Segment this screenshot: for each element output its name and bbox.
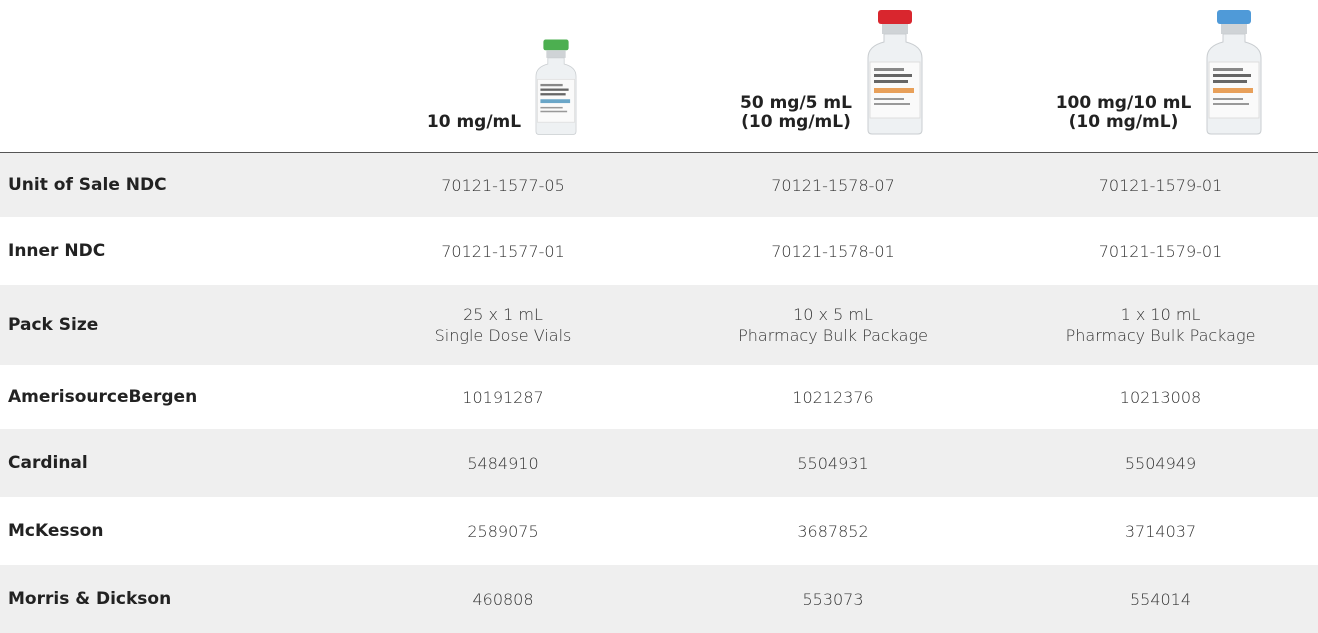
table-cell: 553073 [663, 589, 1003, 610]
row-label: Unit of Sale NDC [0, 175, 343, 195]
cell-line: 10213008 [1003, 387, 1318, 408]
cell-line: 70121-1579-01 [1003, 175, 1318, 196]
cell-line: 5504949 [1003, 453, 1318, 474]
row-label: Pack Size [0, 315, 343, 335]
header-cell: 100 mg/10 mL(10 mg/mL) [1003, 8, 1318, 152]
table-cell: 460808 [343, 589, 663, 610]
table-cell: 70121-1577-05 [343, 175, 663, 196]
cell-line: 70121-1579-01 [1003, 241, 1318, 262]
table-cell: 70121-1578-07 [663, 175, 1003, 196]
vial-image [864, 8, 926, 136]
table-cell: 10212376 [663, 387, 1003, 408]
cell-line: 2589075 [343, 521, 663, 542]
table-cell: 5504931 [663, 453, 1003, 474]
cell-line: 10212376 [663, 387, 1003, 408]
cell-line: 554014 [1003, 589, 1318, 610]
header-line: 10 mg/mL [427, 113, 521, 132]
vial-image [1203, 8, 1265, 136]
cell-line: 70121-1577-01 [343, 241, 663, 262]
cell-line: 3714037 [1003, 521, 1318, 542]
table-cell: 3687852 [663, 521, 1003, 542]
table-cell: 70121-1578-01 [663, 241, 1003, 262]
header-line: (10 mg/mL) [740, 113, 852, 132]
vial-image [533, 38, 579, 136]
cell-line: 3687852 [663, 521, 1003, 542]
cell-line: Pharmacy Bulk Package [1003, 325, 1318, 346]
cell-line: 5484910 [343, 453, 663, 474]
cell-line: 70121-1577-05 [343, 175, 663, 196]
table-cell: 10213008 [1003, 387, 1318, 408]
cell-line: 553073 [663, 589, 1003, 610]
header-text: 100 mg/10 mL(10 mg/mL) [1056, 94, 1192, 136]
header-text: 50 mg/5 mL(10 mg/mL) [740, 94, 852, 136]
row-label: Inner NDC [0, 241, 343, 261]
row-label: Cardinal [0, 453, 343, 473]
table-cell: 5484910 [343, 453, 663, 474]
cell-line: 70121-1578-07 [663, 175, 1003, 196]
row-label: Morris & Dickson [0, 589, 343, 609]
cell-line: 10 x 5 mL [663, 304, 1003, 325]
cell-line: 25 x 1 mL [343, 304, 663, 325]
cell-line: 460808 [343, 589, 663, 610]
product-table: 10 mg/mL 50 mg/5 mL(10 mg/mL) 100 mg/10 … [0, 0, 1318, 633]
header-text: 10 mg/mL [427, 113, 521, 136]
header-row: 10 mg/mL 50 mg/5 mL(10 mg/mL) 100 mg/10 … [0, 0, 1318, 153]
header-line: 50 mg/5 mL [740, 94, 852, 113]
table-cell: 70121-1579-01 [1003, 175, 1318, 196]
table-cell: 2589075 [343, 521, 663, 542]
cell-line: 10191287 [343, 387, 663, 408]
table-cell: 3714037 [1003, 521, 1318, 542]
cell-line: 1 x 10 mL [1003, 304, 1318, 325]
table-cell: 70121-1579-01 [1003, 241, 1318, 262]
cell-line: Single Dose Vials [343, 325, 663, 346]
header-line: 100 mg/10 mL [1056, 94, 1192, 113]
row-label: AmerisourceBergen [0, 387, 343, 407]
cell-line: 70121-1578-01 [663, 241, 1003, 262]
page: 10 mg/mL 50 mg/5 mL(10 mg/mL) 100 mg/10 … [0, 0, 1318, 632]
header-cell: 50 mg/5 mL(10 mg/mL) [663, 8, 1003, 152]
row-label: McKesson [0, 521, 343, 541]
table-cell: 70121-1577-01 [343, 241, 663, 262]
table-cell: 5504949 [1003, 453, 1318, 474]
table-cell: 554014 [1003, 589, 1318, 610]
cell-line: 5504931 [663, 453, 1003, 474]
cell-line: Pharmacy Bulk Package [663, 325, 1003, 346]
header-line: (10 mg/mL) [1056, 113, 1192, 132]
header-cell: 10 mg/mL [343, 38, 663, 152]
table-cell: 10191287 [343, 387, 663, 408]
